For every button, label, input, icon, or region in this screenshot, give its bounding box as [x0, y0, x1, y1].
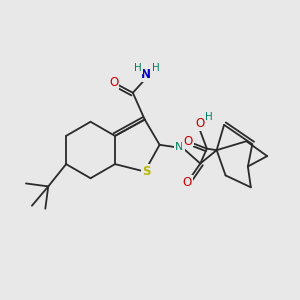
Text: N: N — [175, 142, 184, 152]
Text: O: O — [196, 117, 205, 130]
Text: H: H — [185, 136, 193, 146]
Text: H: H — [206, 112, 213, 122]
Text: O: O — [182, 176, 192, 189]
Text: H: H — [152, 63, 160, 73]
Text: O: O — [109, 76, 118, 89]
Text: H: H — [134, 63, 142, 73]
Text: S: S — [142, 165, 151, 178]
Text: O: O — [183, 135, 192, 148]
Text: N: N — [141, 68, 151, 82]
